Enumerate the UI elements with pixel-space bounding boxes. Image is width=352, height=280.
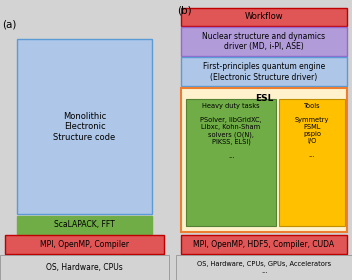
Text: ScaLAPACK, FFT: ScaLAPACK, FFT [54,220,115,229]
FancyBboxPatch shape [5,235,164,254]
Text: MPI, OpenMP, Compiler: MPI, OpenMP, Compiler [40,240,129,249]
Text: First-principles quantum engine
(Electronic Structure driver): First-principles quantum engine (Electro… [203,62,325,81]
Text: Tools

Symmetry
PSML
pspio
I/O

...: Tools Symmetry PSML pspio I/O ... [295,103,329,158]
Text: (a): (a) [2,20,16,30]
Text: OS, Hardware, CPUs, GPUs, Accelerators
...: OS, Hardware, CPUs, GPUs, Accelerators .… [197,261,331,274]
FancyBboxPatch shape [17,39,152,214]
Text: Monolithic
Electronic
Structure code: Monolithic Electronic Structure code [54,112,115,142]
FancyBboxPatch shape [279,99,345,226]
FancyBboxPatch shape [176,255,352,280]
FancyBboxPatch shape [186,99,276,226]
FancyBboxPatch shape [181,57,347,86]
Text: Workflow: Workflow [245,12,283,21]
FancyBboxPatch shape [17,216,152,234]
Text: MPI, OpenMP, HDF5, Compiler, CUDA: MPI, OpenMP, HDF5, Compiler, CUDA [194,240,334,249]
Text: Heavy duty tasks

PSolver, libGridXC,
Libxc, Kohn-Sham
solvers (O(N),
PIKSS, ELS: Heavy duty tasks PSolver, libGridXC, Lib… [200,103,262,159]
Text: OS, Hardware, CPUs: OS, Hardware, CPUs [46,263,123,272]
Text: (b): (b) [177,6,191,16]
FancyBboxPatch shape [181,88,347,232]
Text: Nuclear structure and dynamics
driver (MD, i-PI, ASE): Nuclear structure and dynamics driver (M… [202,32,326,51]
FancyBboxPatch shape [181,235,347,254]
FancyBboxPatch shape [0,255,169,280]
FancyBboxPatch shape [181,27,347,56]
Text: ESL: ESL [255,94,273,103]
FancyBboxPatch shape [181,8,347,26]
